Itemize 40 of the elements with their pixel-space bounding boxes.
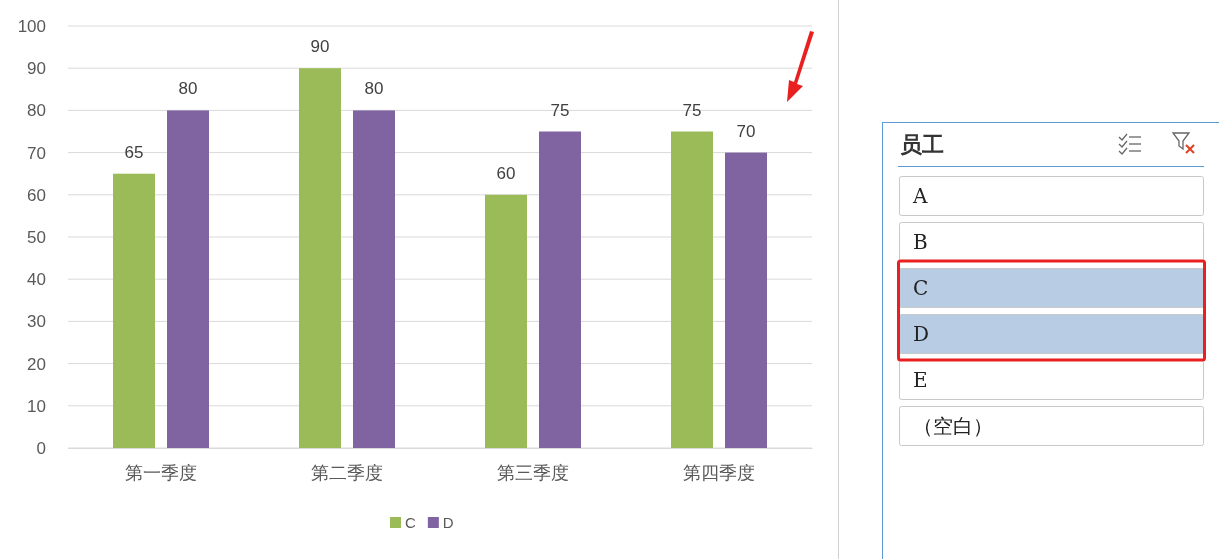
bar (167, 110, 209, 448)
bar (539, 131, 581, 448)
x-tick-label: 第二季度 (311, 462, 383, 483)
legend-label: D (442, 514, 454, 531)
data-label: 75 (682, 100, 702, 120)
y-tick-label: 10 (27, 396, 46, 416)
x-tick-label: 第三季度 (497, 462, 569, 483)
y-tick-label: 70 (27, 143, 46, 163)
category-label: B (913, 230, 928, 254)
bar (353, 110, 395, 448)
y-tick-label: 20 (27, 354, 46, 374)
text: 员工 (900, 132, 944, 157)
y-tick-label: 0 (36, 438, 46, 458)
data-label: 60 (496, 163, 516, 183)
legend-label: C (405, 514, 416, 531)
y-tick-label: 30 (27, 312, 46, 332)
bar (671, 131, 713, 448)
x-tick-label: 第四季度 (683, 462, 755, 483)
bar (725, 152, 767, 448)
y-tick-label: 50 (27, 227, 46, 247)
category-label: A (912, 184, 928, 208)
y-tick-label: 40 (27, 270, 46, 290)
bar (299, 68, 341, 448)
category-label: E (913, 368, 928, 392)
y-tick-label: 60 (27, 185, 46, 205)
x-tick-label: 第一季度 (125, 462, 197, 483)
y-tick-label: 80 (27, 101, 46, 121)
y-tick-label: 100 (17, 16, 46, 36)
y-tick-label: 90 (27, 59, 46, 79)
data-label: 75 (550, 100, 570, 120)
data-label: 70 (736, 121, 756, 141)
data-label: 65 (124, 142, 144, 162)
data-label: 80 (364, 79, 384, 99)
data-label: 80 (178, 79, 198, 99)
category-label: （空白） (913, 414, 993, 438)
bar (485, 194, 527, 448)
category-label: D (913, 322, 930, 346)
category-label: C (913, 276, 929, 300)
bar (113, 173, 155, 448)
data-label: 90 (310, 37, 330, 57)
